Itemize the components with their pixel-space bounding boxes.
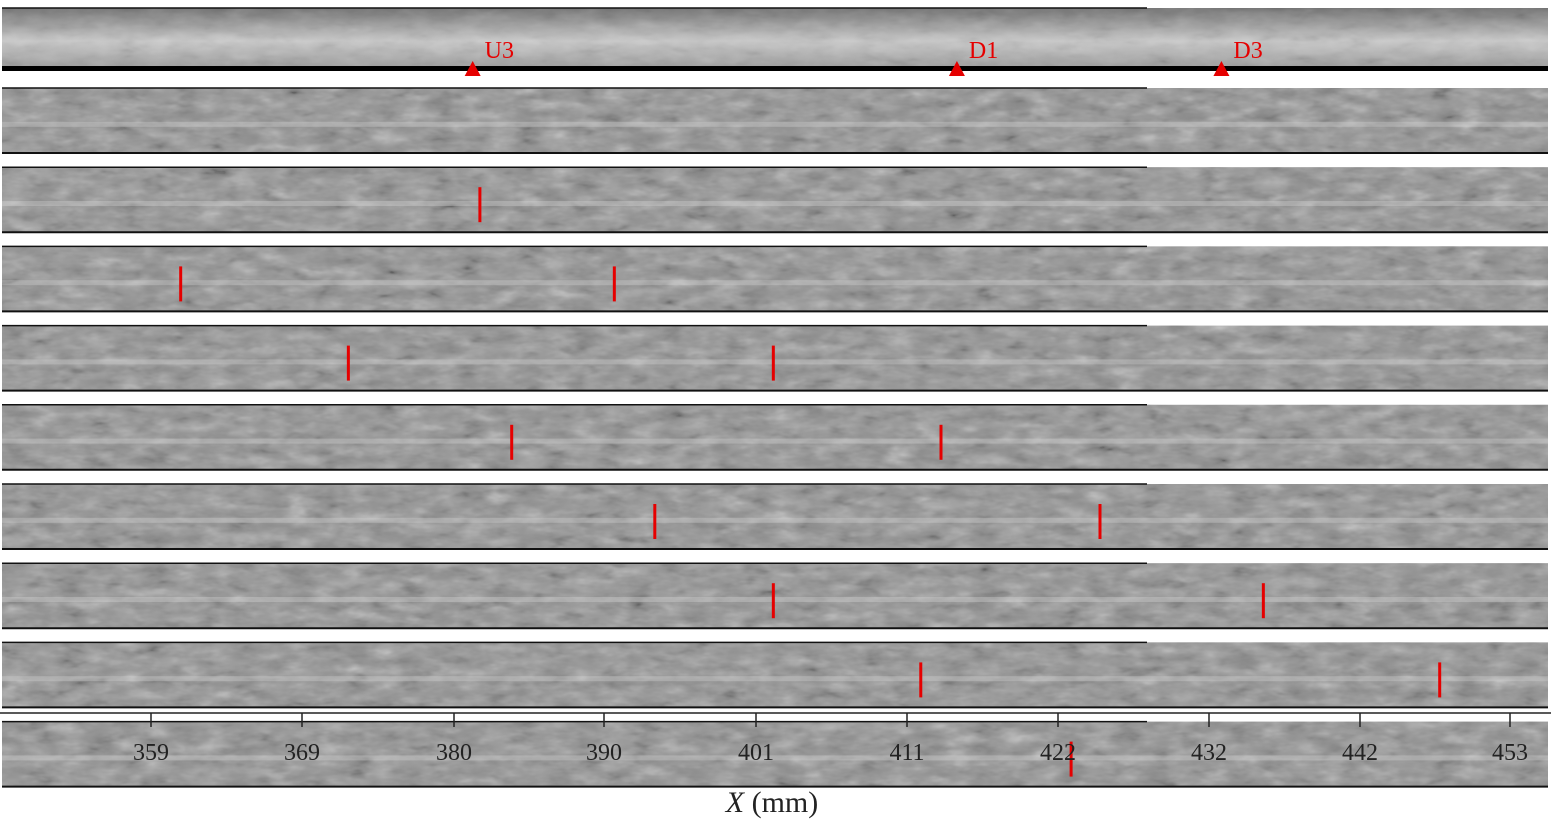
frame-streak-band bbox=[2, 121, 1548, 127]
image-frame bbox=[2, 562, 1548, 630]
x-tick-label: 369 bbox=[284, 740, 320, 766]
x-tick-label: 390 bbox=[586, 740, 622, 766]
frame-texture bbox=[2, 563, 1548, 629]
frame-streak-band bbox=[2, 280, 1548, 286]
x-tick-label: 359 bbox=[133, 740, 169, 766]
frame-texture bbox=[2, 246, 1548, 312]
x-tick-label: 380 bbox=[436, 740, 472, 766]
sensor-triangle bbox=[464, 61, 481, 76]
x-tick-label: 411 bbox=[889, 740, 924, 766]
sensor-label: D3 bbox=[1233, 38, 1262, 64]
image-frame bbox=[2, 641, 1548, 709]
frame-streak-band bbox=[2, 517, 1548, 523]
frame-texture bbox=[2, 325, 1548, 391]
image-frame bbox=[2, 324, 1548, 392]
frame-texture bbox=[2, 167, 1548, 233]
x-tick-label: 432 bbox=[1191, 740, 1227, 766]
x-axis-label: X (mm) bbox=[725, 786, 818, 819]
image-frame bbox=[2, 404, 1548, 471]
x-tick-label: 422 bbox=[1040, 740, 1076, 766]
x-tick-label: 442 bbox=[1342, 740, 1378, 766]
sensor-triangle bbox=[948, 61, 965, 76]
frame-streak-band bbox=[2, 676, 1548, 682]
x-axis: 359 369 380 390 401 411 422 432 442 453 X (mm) bbox=[0, 712, 1551, 819]
frame-texture bbox=[2, 88, 1548, 153]
frame-streak-band bbox=[2, 201, 1548, 206]
frame-streak-band bbox=[2, 438, 1548, 444]
x-axis-unit: (mm) bbox=[744, 786, 818, 819]
sensor-strip-texture bbox=[2, 8, 1548, 68]
frame-streak-band bbox=[2, 597, 1548, 602]
sensor-label: U3 bbox=[485, 38, 514, 64]
sensor-strip: U3 D1 D3 bbox=[2, 7, 1548, 76]
image-frame bbox=[2, 483, 1548, 550]
x-axis-ticks: 359 369 380 390 401 411 422 432 442 453 bbox=[133, 713, 1528, 766]
x-axis-variable: X bbox=[725, 786, 746, 819]
frame-texture bbox=[2, 404, 1548, 470]
image-frame bbox=[2, 166, 1548, 234]
frame-texture bbox=[2, 721, 1548, 787]
sensor-strip-wall bbox=[2, 66, 1548, 71]
frame-texture bbox=[2, 642, 1548, 708]
x-tick-label: 453 bbox=[1492, 740, 1528, 766]
image-frame bbox=[2, 87, 1548, 154]
frame-streak-band bbox=[2, 755, 1548, 761]
frame-streak-band bbox=[2, 359, 1548, 365]
sensor-triangle bbox=[1213, 61, 1230, 76]
image-frames bbox=[2, 87, 1548, 788]
sensor-label: D1 bbox=[969, 38, 998, 64]
sensor-markers: U3 D1 D3 bbox=[464, 38, 1263, 76]
x-tick-label: 401 bbox=[738, 740, 774, 766]
frame-texture bbox=[2, 484, 1548, 549]
image-frame bbox=[2, 245, 1548, 313]
image-frame bbox=[2, 720, 1548, 788]
